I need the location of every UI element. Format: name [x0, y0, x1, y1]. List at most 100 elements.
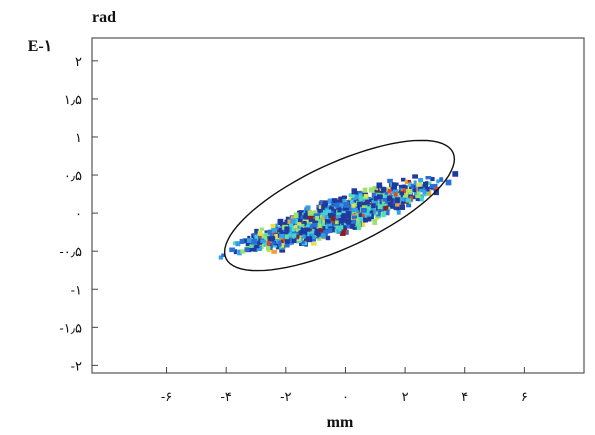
y-tick-label: ۱ — [75, 131, 82, 146]
data-point — [386, 209, 390, 216]
y-unit-label: rad — [92, 9, 116, 26]
data-point — [280, 238, 285, 243]
data-point — [254, 235, 259, 241]
data-point — [293, 226, 298, 232]
data-point — [293, 212, 299, 219]
data-point — [351, 202, 355, 209]
data-point — [412, 174, 419, 179]
data-point — [333, 208, 339, 213]
data-point — [361, 202, 367, 207]
data-point — [372, 199, 378, 205]
data-point — [267, 236, 271, 241]
data-point — [364, 214, 370, 220]
data-point — [311, 237, 316, 242]
data-point — [337, 208, 342, 213]
data-point — [418, 195, 424, 202]
data-point — [351, 215, 357, 219]
data-point — [260, 237, 265, 241]
data-point — [305, 224, 310, 230]
data-point — [304, 227, 310, 232]
data-point — [295, 228, 301, 232]
data-point — [249, 247, 254, 252]
data-point — [321, 230, 326, 234]
data-point — [264, 242, 268, 247]
data-point — [287, 226, 292, 232]
data-point — [267, 229, 272, 235]
data-point — [279, 249, 286, 253]
data-point — [300, 227, 305, 232]
y-tick-label: ۰ — [75, 207, 82, 222]
data-point — [325, 225, 331, 229]
data-point — [352, 226, 357, 230]
data-point — [240, 249, 246, 254]
data-point — [345, 211, 351, 218]
data-point — [325, 235, 331, 241]
data-point — [375, 210, 381, 215]
data-point — [260, 239, 266, 243]
data-point — [391, 182, 396, 188]
data-point — [271, 228, 278, 233]
data-point — [318, 208, 323, 213]
data-point — [396, 210, 401, 215]
data-point — [371, 203, 376, 209]
data-point — [244, 247, 250, 252]
data-point — [399, 191, 405, 196]
data-point — [414, 186, 421, 193]
data-point — [246, 238, 252, 243]
data-point — [316, 231, 321, 237]
data-point — [382, 197, 388, 202]
data-point — [298, 230, 303, 236]
data-point — [247, 235, 251, 241]
data-point — [383, 205, 389, 211]
data-point — [273, 242, 279, 246]
data-point — [394, 182, 399, 186]
data-point — [326, 219, 331, 224]
data-point — [365, 199, 370, 205]
data-point — [405, 198, 411, 203]
data-point — [357, 201, 362, 208]
data-point — [274, 233, 280, 240]
data-point — [413, 180, 417, 186]
data-point — [252, 245, 257, 252]
data-point — [361, 192, 365, 198]
data-point — [319, 200, 323, 206]
data-point — [303, 237, 309, 241]
data-point — [325, 209, 332, 215]
data-point — [308, 215, 314, 220]
data-point — [355, 212, 360, 219]
data-point — [322, 203, 328, 208]
data-point — [279, 222, 285, 227]
data-point — [266, 245, 271, 251]
data-point — [341, 195, 346, 199]
data-point — [436, 179, 440, 184]
data-point — [393, 192, 398, 197]
data-point — [351, 207, 358, 213]
data-point — [221, 253, 226, 257]
data-point — [279, 229, 284, 234]
data-point — [269, 236, 275, 242]
data-point — [297, 214, 302, 218]
data-point — [376, 194, 383, 200]
data-point — [283, 221, 290, 226]
data-point — [426, 181, 432, 186]
data-point — [245, 242, 250, 246]
data-point — [305, 210, 309, 216]
data-point — [390, 182, 394, 187]
data-point — [412, 186, 417, 193]
data-point — [422, 189, 427, 195]
data-point — [294, 234, 300, 239]
data-point — [384, 191, 389, 195]
data-point — [439, 177, 444, 182]
data-point — [363, 217, 368, 223]
data-point — [307, 224, 313, 229]
data-point — [330, 226, 335, 233]
data-point — [349, 199, 354, 205]
data-point — [318, 217, 322, 224]
data-point — [288, 222, 294, 228]
data-point — [320, 233, 326, 239]
data-point — [345, 218, 351, 224]
y-tick-label: ۰٫۵ — [64, 169, 82, 184]
data-point — [416, 183, 422, 187]
data-point — [368, 210, 374, 214]
